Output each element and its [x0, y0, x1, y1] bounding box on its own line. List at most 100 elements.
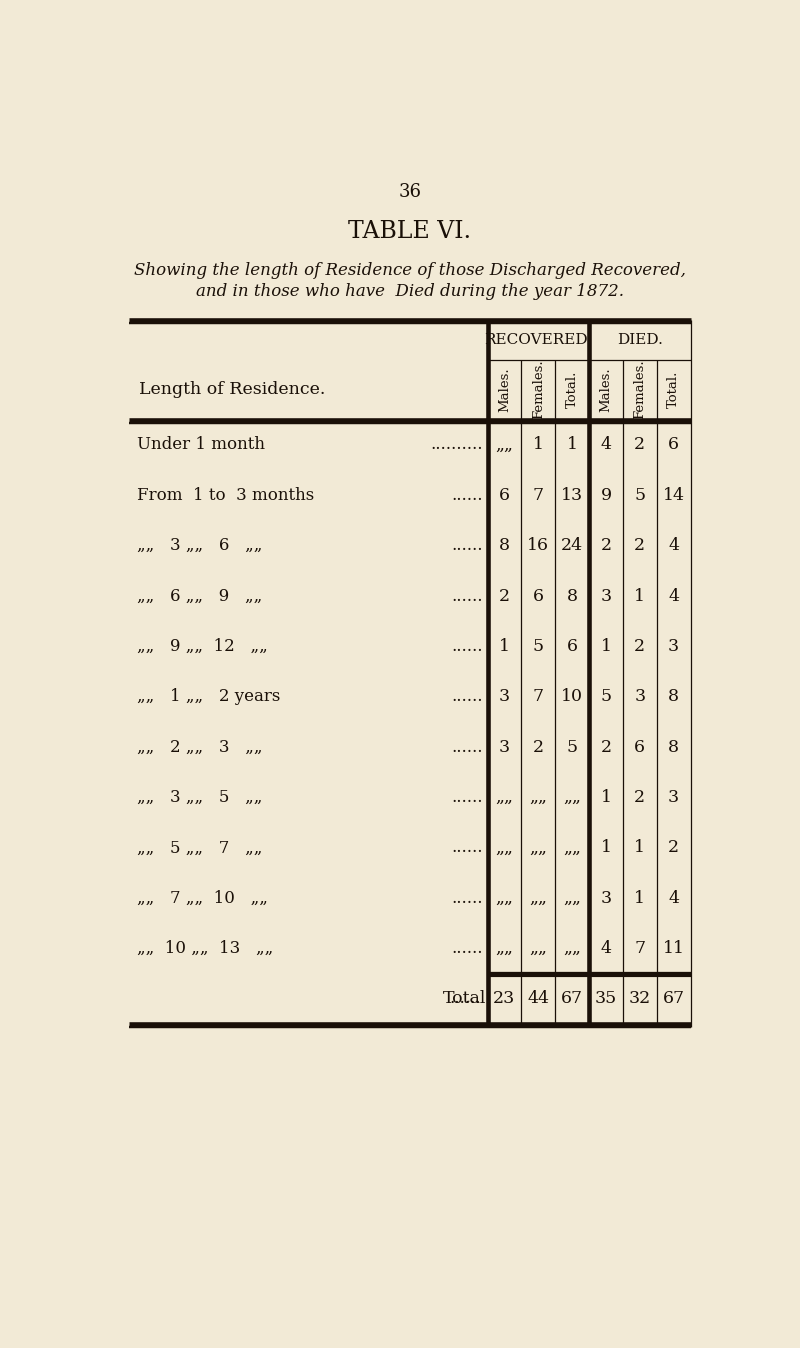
- Text: „„: „„: [563, 789, 581, 806]
- Text: 2: 2: [600, 739, 611, 756]
- Text: DIED.: DIED.: [617, 333, 662, 346]
- Text: 7: 7: [533, 689, 544, 705]
- Text: „„: „„: [495, 437, 514, 453]
- Text: „„: „„: [530, 840, 547, 856]
- Text: ......: ......: [451, 537, 483, 554]
- Text: 6: 6: [566, 638, 578, 655]
- Text: ......: ......: [451, 940, 483, 957]
- Text: 7: 7: [533, 487, 544, 504]
- Text: ......: ......: [451, 588, 483, 604]
- Text: 2: 2: [600, 537, 611, 554]
- Text: 10: 10: [561, 689, 583, 705]
- Text: RECOVERED.: RECOVERED.: [484, 333, 592, 346]
- Text: 4: 4: [668, 588, 679, 604]
- Text: 3: 3: [668, 638, 679, 655]
- Text: „„: „„: [530, 940, 547, 957]
- Text: Total.: Total.: [667, 371, 680, 408]
- Text: 2: 2: [668, 840, 679, 856]
- Text: 6: 6: [634, 739, 646, 756]
- Text: 4: 4: [668, 890, 679, 907]
- Text: 5: 5: [533, 638, 544, 655]
- Text: 1: 1: [601, 638, 611, 655]
- Text: 13: 13: [561, 487, 583, 504]
- Text: „„   7 „„  10   „„: „„ 7 „„ 10 „„: [138, 890, 268, 907]
- Text: 6: 6: [533, 588, 544, 604]
- Text: 1: 1: [634, 890, 646, 907]
- Text: ......: ......: [450, 991, 482, 1007]
- Text: 9: 9: [600, 487, 611, 504]
- Text: 2: 2: [634, 537, 646, 554]
- Text: 4: 4: [601, 437, 611, 453]
- Text: ......: ......: [451, 840, 483, 856]
- Text: 1: 1: [601, 789, 611, 806]
- Text: 5: 5: [566, 739, 578, 756]
- Text: 36: 36: [398, 183, 422, 201]
- Text: „„   3 „„   5   „„: „„ 3 „„ 5 „„: [138, 789, 262, 806]
- Text: „„: „„: [495, 789, 514, 806]
- Text: „„: „„: [495, 940, 514, 957]
- Text: 24: 24: [561, 537, 583, 554]
- Text: 1: 1: [533, 437, 544, 453]
- Text: 14: 14: [662, 487, 685, 504]
- Text: „„   5 „„   7   „„: „„ 5 „„ 7 „„: [138, 840, 262, 856]
- Text: Males.: Males.: [498, 368, 511, 412]
- Text: 67: 67: [662, 991, 685, 1007]
- Text: „„: „„: [495, 890, 514, 907]
- Text: Females.: Females.: [532, 360, 545, 419]
- Text: From  1 to  3 months: From 1 to 3 months: [138, 487, 314, 504]
- Text: 44: 44: [527, 991, 550, 1007]
- Text: Showing the length of Residence of those Discharged Recovered,: Showing the length of Residence of those…: [134, 262, 686, 279]
- Text: „„: „„: [495, 840, 514, 856]
- Text: ......: ......: [451, 890, 483, 907]
- Text: 23: 23: [494, 991, 515, 1007]
- Text: 8: 8: [668, 689, 679, 705]
- Text: „„: „„: [530, 789, 547, 806]
- Text: 16: 16: [527, 537, 550, 554]
- Text: 6: 6: [668, 437, 679, 453]
- Text: 1: 1: [634, 588, 646, 604]
- Text: 1: 1: [601, 840, 611, 856]
- Text: „„   2 „„   3   „„: „„ 2 „„ 3 „„: [138, 739, 262, 756]
- Text: ..........: ..........: [430, 437, 483, 453]
- Text: „„: „„: [530, 890, 547, 907]
- Text: 35: 35: [595, 991, 617, 1007]
- Text: 8: 8: [566, 588, 578, 604]
- Text: 1: 1: [499, 638, 510, 655]
- Text: „„: „„: [563, 890, 581, 907]
- Text: ......: ......: [451, 789, 483, 806]
- Text: „„   1 „„   2 years: „„ 1 „„ 2 years: [138, 689, 281, 705]
- Text: ......: ......: [451, 638, 483, 655]
- Text: 5: 5: [600, 689, 611, 705]
- Text: 11: 11: [662, 940, 685, 957]
- Text: Under 1 month: Under 1 month: [138, 437, 266, 453]
- Text: TABLE VI.: TABLE VI.: [349, 220, 471, 243]
- Text: „„   3 „„   6   „„: „„ 3 „„ 6 „„: [138, 537, 262, 554]
- Text: „„   6 „„   9   „„: „„ 6 „„ 9 „„: [138, 588, 262, 604]
- Text: ......: ......: [451, 689, 483, 705]
- Text: 2: 2: [634, 789, 646, 806]
- Text: 3: 3: [499, 739, 510, 756]
- Text: Length of Residence.: Length of Residence.: [138, 381, 325, 398]
- Text: 2: 2: [533, 739, 544, 756]
- Text: „„: „„: [563, 840, 581, 856]
- Text: Total.: Total.: [566, 371, 578, 408]
- Text: 2: 2: [634, 437, 646, 453]
- Text: 4: 4: [601, 940, 611, 957]
- Text: „„  10 „„  13   „„: „„ 10 „„ 13 „„: [138, 940, 274, 957]
- Text: Total: Total: [442, 991, 486, 1007]
- Text: 3: 3: [600, 588, 611, 604]
- Text: 1: 1: [634, 840, 646, 856]
- Text: „„   9 „„  12   „„: „„ 9 „„ 12 „„: [138, 638, 268, 655]
- Text: Females.: Females.: [634, 360, 646, 419]
- Text: Males.: Males.: [599, 368, 613, 412]
- Text: and in those who have  Died during the year 1872.: and in those who have Died during the ye…: [196, 283, 624, 301]
- Text: 3: 3: [668, 789, 679, 806]
- Text: „„: „„: [563, 940, 581, 957]
- Text: 3: 3: [600, 890, 611, 907]
- Text: 67: 67: [561, 991, 583, 1007]
- Text: 3: 3: [499, 689, 510, 705]
- Text: 7: 7: [634, 940, 646, 957]
- Text: 2: 2: [634, 638, 646, 655]
- Text: ......: ......: [451, 487, 483, 504]
- Text: 8: 8: [668, 739, 679, 756]
